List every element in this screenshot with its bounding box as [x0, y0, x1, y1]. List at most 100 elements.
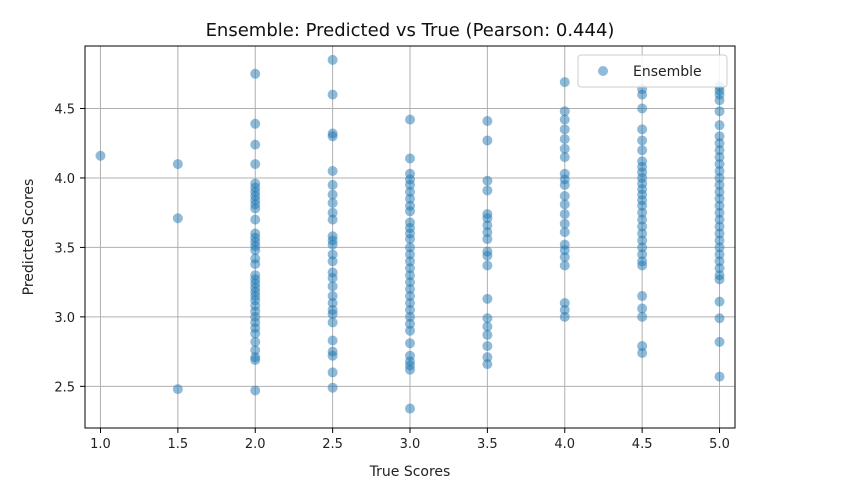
data-point	[250, 159, 261, 170]
data-point	[714, 313, 725, 324]
data-point	[714, 336, 725, 347]
data-point	[559, 311, 570, 322]
data-point	[327, 89, 338, 100]
data-point	[637, 303, 648, 314]
data-point	[714, 200, 725, 211]
data-point	[559, 179, 570, 190]
data-point	[637, 235, 648, 246]
data-point	[559, 252, 570, 263]
data-point	[405, 249, 415, 260]
data-point	[405, 270, 415, 281]
legend-label: Ensemble	[633, 64, 702, 80]
data-point	[637, 221, 648, 232]
data-point	[714, 131, 725, 142]
data-point	[559, 124, 570, 135]
data-point	[637, 214, 648, 225]
x-tick-label: 4.0	[554, 437, 575, 452]
data-point	[405, 153, 415, 164]
data-point	[95, 150, 106, 161]
data-point	[482, 234, 493, 245]
data-point	[714, 138, 725, 149]
data-point	[327, 281, 338, 292]
data-point	[327, 382, 338, 393]
data-point	[327, 272, 338, 283]
data-point	[559, 227, 570, 238]
data-point	[327, 367, 338, 378]
data-point	[250, 328, 261, 339]
data-point	[250, 139, 261, 150]
data-point	[559, 152, 570, 163]
data-point	[482, 175, 493, 186]
data-point	[714, 256, 725, 267]
data-point	[327, 207, 338, 218]
data-points	[95, 54, 725, 414]
data-point	[714, 221, 725, 232]
data-point	[714, 120, 725, 131]
data-point	[637, 200, 648, 211]
data-point	[637, 207, 648, 218]
data-point	[405, 338, 415, 349]
data-point	[172, 213, 183, 224]
data-point	[637, 341, 648, 352]
data-point	[405, 206, 415, 217]
data-point	[250, 68, 261, 79]
data-point	[559, 297, 570, 308]
data-point	[559, 106, 570, 117]
data-point	[482, 227, 493, 238]
data-point	[482, 260, 493, 271]
data-point	[250, 336, 261, 347]
data-point	[714, 296, 725, 307]
chart-title: Ensemble: Predicted vs True (Pearson: 0.…	[206, 20, 615, 41]
data-point	[327, 197, 338, 208]
data-point	[405, 234, 415, 245]
data-point	[559, 199, 570, 210]
data-point	[327, 179, 338, 190]
data-point	[482, 220, 493, 231]
data-point	[482, 321, 493, 332]
data-point	[714, 235, 725, 246]
data-point	[172, 159, 183, 170]
data-point	[637, 260, 648, 271]
data-point	[482, 352, 493, 363]
data-point	[714, 249, 725, 260]
data-point	[714, 159, 725, 170]
data-point	[637, 89, 648, 100]
data-point	[327, 249, 338, 260]
data-point	[405, 193, 415, 204]
data-point	[482, 293, 493, 304]
data-point	[250, 245, 261, 256]
data-point	[559, 304, 570, 315]
data-point	[482, 313, 493, 324]
data-point	[559, 245, 570, 256]
data-point	[637, 228, 648, 239]
data-point	[714, 274, 725, 285]
data-point	[327, 214, 338, 225]
data-point	[637, 145, 648, 156]
data-point	[714, 172, 725, 183]
data-point	[405, 179, 415, 190]
data-point	[714, 152, 725, 163]
data-point	[714, 186, 725, 197]
data-point	[559, 77, 570, 88]
data-point	[714, 228, 725, 239]
data-point	[714, 371, 725, 382]
data-point	[482, 213, 493, 224]
data-point	[714, 263, 725, 274]
data-point	[405, 277, 415, 288]
data-point	[482, 329, 493, 340]
data-point	[405, 186, 415, 197]
data-point	[714, 207, 725, 218]
data-point	[327, 297, 338, 308]
y-tick-label: 3.0	[54, 311, 75, 326]
data-point	[637, 135, 648, 146]
data-point	[327, 189, 338, 200]
data-point	[714, 193, 725, 204]
data-point	[327, 317, 338, 328]
data-point	[250, 214, 261, 225]
axis-ticks: 1.0 1.5 2.0 2.5 3.0 3.5 4.0 4.5 5.0 2.5 3.0 3.5 4.0 4…	[54, 103, 730, 452]
data-point	[250, 354, 261, 365]
data-point	[327, 291, 338, 302]
y-tick-label: 2.5	[54, 380, 75, 395]
data-point	[559, 191, 570, 202]
